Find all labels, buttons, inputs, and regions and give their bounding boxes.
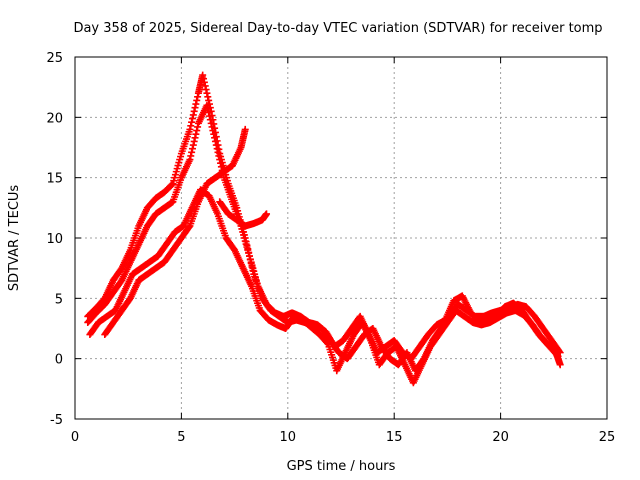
x-tick-label: 0 xyxy=(71,430,79,445)
data-point xyxy=(192,130,200,138)
data-point xyxy=(205,96,213,104)
x-tick-label: 20 xyxy=(492,430,509,445)
data-point xyxy=(206,116,214,124)
axis-ticks: 0 5 10 15 20 25 -5 0 5 10 15 20 25 xyxy=(46,51,615,445)
series-arc-3 xyxy=(86,186,562,387)
chart-title: Day 358 of 2025, Sidereal Day-to-day VTE… xyxy=(73,21,602,36)
data-point xyxy=(211,134,219,142)
y-tick-label: 0 xyxy=(55,353,63,368)
data-point xyxy=(210,130,218,138)
y-tick-label: 15 xyxy=(46,172,63,187)
data-point xyxy=(186,156,194,164)
series-arc-2 xyxy=(84,101,564,369)
series-arc-4 xyxy=(101,125,249,339)
data-point xyxy=(204,105,212,113)
data-point xyxy=(556,361,564,369)
data-point xyxy=(193,96,201,104)
data-point xyxy=(217,159,225,167)
data-point xyxy=(188,115,196,123)
data-point xyxy=(204,93,212,101)
data-point xyxy=(188,118,196,126)
data-point xyxy=(186,125,194,133)
data-point xyxy=(200,78,208,86)
data-point xyxy=(200,75,208,83)
data-point xyxy=(214,148,222,156)
x-tick-label: 5 xyxy=(177,430,185,445)
data-point xyxy=(193,127,201,135)
data-point xyxy=(191,134,199,142)
y-tick-label: 20 xyxy=(46,111,63,126)
data-point xyxy=(205,109,213,117)
data-point xyxy=(168,181,176,189)
y-tick-label: 5 xyxy=(55,292,63,307)
data-point xyxy=(188,145,196,153)
y-tick-label: 10 xyxy=(46,232,63,247)
data-point xyxy=(187,152,195,160)
data-point xyxy=(553,351,561,359)
x-tick-label: 15 xyxy=(386,430,403,445)
data-point xyxy=(208,123,216,131)
data-point xyxy=(241,125,249,133)
x-axis-label: GPS time / hours xyxy=(287,459,396,474)
data-point xyxy=(185,223,193,231)
y-tick-label: -5 xyxy=(50,413,63,428)
data-point xyxy=(207,119,215,127)
data-point xyxy=(215,152,223,160)
data-point xyxy=(192,100,200,108)
x-tick-label: 25 xyxy=(599,430,616,445)
data-point xyxy=(187,122,195,130)
data-point xyxy=(554,352,562,360)
series-arc-5 xyxy=(216,198,271,230)
data-point xyxy=(190,107,198,115)
data-points xyxy=(84,71,564,387)
y-axis-label: SDTVAR / TECUs xyxy=(7,185,22,292)
data-point xyxy=(188,148,196,156)
data-point xyxy=(201,82,209,90)
data-point xyxy=(194,123,202,131)
data-point xyxy=(323,339,331,347)
data-point xyxy=(189,111,197,119)
data-point xyxy=(212,141,220,149)
data-point xyxy=(203,89,211,97)
data-point xyxy=(190,137,198,145)
data-point xyxy=(216,156,224,164)
data-point xyxy=(211,137,219,145)
data-point xyxy=(191,104,199,112)
data-point xyxy=(213,145,221,153)
x-tick-label: 10 xyxy=(280,430,297,445)
data-point xyxy=(189,141,197,149)
data-point xyxy=(202,86,210,94)
y-tick-label: 25 xyxy=(46,51,63,66)
data-point xyxy=(209,127,217,135)
data-point xyxy=(263,210,271,218)
data-point xyxy=(217,163,225,171)
data-point xyxy=(203,101,211,109)
data-point xyxy=(205,112,213,120)
data-point xyxy=(194,93,202,101)
data-point xyxy=(199,71,207,79)
